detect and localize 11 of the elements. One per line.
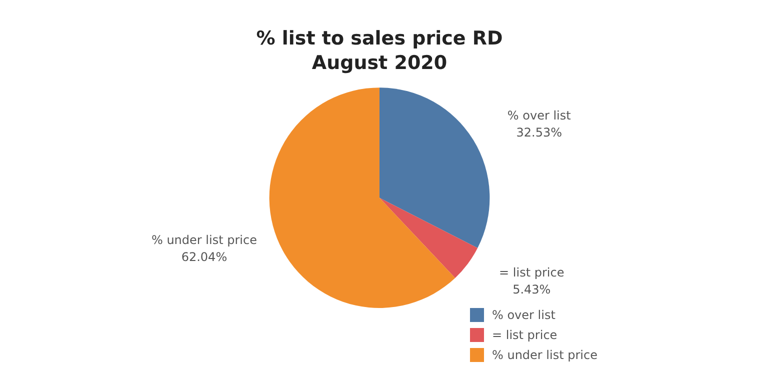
slice-label: % over list bbox=[507, 108, 572, 122]
legend-label: = list price bbox=[492, 328, 558, 342]
legend-label: % over list bbox=[492, 308, 556, 322]
data-label: 62.04% bbox=[181, 250, 228, 264]
chart-title: % list to sales price RD bbox=[256, 27, 503, 50]
chart-subtitle: August 2020 bbox=[312, 52, 448, 74]
data-label: 32.53% bbox=[516, 125, 562, 140]
slice-label: = list price bbox=[499, 266, 564, 280]
legend-label: % under list price bbox=[492, 348, 598, 362]
data-label: 5.43% bbox=[512, 282, 551, 297]
slice-label: % under list price bbox=[151, 233, 257, 248]
